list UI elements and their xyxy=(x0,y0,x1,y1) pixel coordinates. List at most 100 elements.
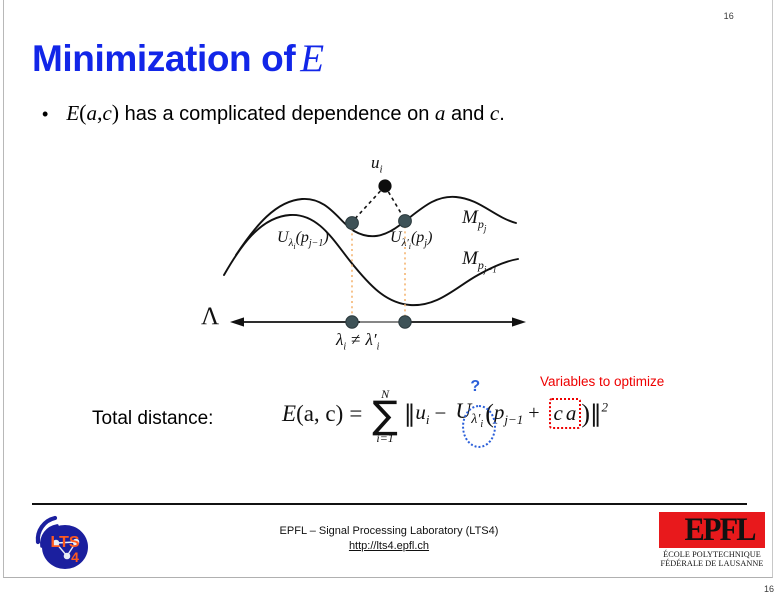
label-u-i-base: u xyxy=(371,153,380,172)
total-distance-equation: E(a, c) = N ∑ i=1 ‖ui − Uλ′i ? (pj−1 + c a)‖… xyxy=(282,378,609,448)
label-manifold-upper-M: M xyxy=(462,207,478,228)
slide-canvas: 16 Minimization of E • E(a,c) has a compl… xyxy=(3,0,773,578)
eq-norm-open: ‖ xyxy=(403,400,416,427)
point-U-lambda-i xyxy=(345,216,359,230)
label-lambda-prime-i-sub: i xyxy=(376,341,380,353)
eq-arg-p-base: p xyxy=(493,399,505,424)
epfl-wordmark: EPFL xyxy=(684,512,756,548)
eq-norm-close: ‖ xyxy=(590,400,602,427)
lts4-logo-digit: 4 xyxy=(71,549,79,565)
bullet-item: • E(a,c) has a complicated dependence on… xyxy=(42,100,505,126)
label-chart-right-sub: λ′ xyxy=(401,237,409,250)
point-u-i xyxy=(378,179,392,193)
eq-term-U: Uλ′i ? xyxy=(455,378,497,448)
annotation-variables-to-optimize: Variables to optimize xyxy=(540,374,665,389)
epfl-logo: EPFL ÉCOLE POLYTECHNIQUE FÉDÉRALE DE LAU… xyxy=(659,512,765,570)
label-lambda-prime-i: λ′ xyxy=(365,330,377,349)
manifold-diagram: ui Mpj Mpj−1 Uλi(pj−1) Uλ′i(pj) Λ λi ≠ λ′i xyxy=(194,153,594,355)
eq-term-u-base: u xyxy=(415,399,426,424)
bullet-text: E(a,c) has a complicated dependence on a… xyxy=(66,100,504,126)
label-manifold-lower-sub: p xyxy=(477,257,484,272)
label-chart-left-subsub: i xyxy=(293,242,296,252)
eq-sum-symbol: ∑ xyxy=(372,393,398,437)
epfl-subtitle-line2: FÉDÉRALE DE LAUSANNE xyxy=(660,559,764,568)
math-comma: , xyxy=(96,100,103,125)
label-chart-right-U: U xyxy=(390,229,402,246)
label-chart-right-arg: (p xyxy=(410,229,425,246)
axis-arrow-left xyxy=(230,317,244,327)
label-chart-left-argsub: j−1 xyxy=(308,238,324,250)
lts4-logo: LTS 4 xyxy=(28,512,96,574)
eq-term-u-sub: i xyxy=(425,412,430,428)
eq-sum-lower-limit: i=1 xyxy=(376,430,394,445)
epfl-red-band xyxy=(659,512,765,548)
page-title: Minimization of E xyxy=(32,36,324,81)
label-manifold-lower-M: M xyxy=(462,248,478,269)
eq-plus: + xyxy=(528,402,540,425)
label-chart-left-arg: (p xyxy=(295,229,309,246)
footer-line-1: EPFL – Signal Processing Laboratory (LTS… xyxy=(279,525,499,537)
bullet-text-and: and xyxy=(445,103,490,125)
label-axis-Lambda-glyph: Λ xyxy=(201,303,220,330)
math-var-c: c xyxy=(489,101,500,125)
label-chart-right: Uλ′i(pj) xyxy=(390,229,432,251)
math-var-a: a xyxy=(434,101,446,125)
math-a: a xyxy=(86,101,97,125)
eq-arg-p-sub: j−1 xyxy=(504,412,524,428)
lts4-logo-svg: LTS 4 xyxy=(35,515,88,569)
label-manifold-upper-sub: p xyxy=(477,216,484,231)
math-c: c xyxy=(102,101,112,125)
manifold-curve-upper xyxy=(235,195,517,256)
eq-lhs-E: E xyxy=(282,400,297,426)
math-paren-close: ) xyxy=(111,100,120,125)
label-u-i: ui xyxy=(371,153,383,175)
page-title-math-E: E xyxy=(300,37,324,80)
label-chart-left-argclose: ) xyxy=(323,229,329,246)
diagram-svg xyxy=(223,179,526,329)
label-chart-right-subsub: i xyxy=(408,242,411,252)
eq-sum-upper-limit: N xyxy=(381,387,390,401)
label-lambda-i-sub: i xyxy=(343,341,347,353)
label-u-i-sub: i xyxy=(379,163,383,176)
page-title-text: Minimization of xyxy=(32,38,296,79)
label-neq: ≠ xyxy=(351,330,361,349)
highlight-ellipse-lambda xyxy=(462,404,497,448)
eq-exponent: 2 xyxy=(601,399,609,415)
label-axis-Lambda: Λ xyxy=(201,303,219,331)
question-mark-annotation: ? xyxy=(470,377,481,395)
label-chart-left-sub: λ xyxy=(288,237,294,250)
bullet-marker: • xyxy=(42,104,49,124)
label-manifold-lower: Mpj−1 xyxy=(462,248,497,274)
label-manifold-upper-subsub: j xyxy=(483,223,487,234)
label-chart-left-U: U xyxy=(277,229,289,246)
eq-arg-p: pj−1 xyxy=(494,400,523,428)
math-paren-open: ( xyxy=(79,100,87,125)
label-manifold-upper: Mpj xyxy=(462,207,486,233)
point-U-lambda-prime-i xyxy=(398,214,412,228)
eq-term-u: ui xyxy=(415,400,429,428)
bullet-text-end: . xyxy=(499,103,505,125)
eq-lhs: E(a, c) xyxy=(282,401,343,427)
eq-minus: − xyxy=(434,401,447,426)
distance-dashed-left xyxy=(351,185,386,223)
manifold-curve-lower xyxy=(223,214,519,306)
eq-lhs-args: (a, c) xyxy=(296,400,344,426)
bullet-text-mid: has a complicated dependence on xyxy=(119,103,435,125)
eq-equals: = xyxy=(349,400,363,426)
footer-link[interactable]: http://lts4.epfl.ch xyxy=(348,540,430,552)
axis-arrow-right xyxy=(512,317,526,327)
axis-node-lambda-prime-i xyxy=(398,315,412,329)
label-chart-right-argclose: ) xyxy=(427,229,433,246)
eq-arg-c: c xyxy=(553,401,563,426)
label-axis-ticks: λi ≠ λ′i xyxy=(336,330,379,352)
lts4-logo-text: LTS xyxy=(50,534,79,551)
eq-arg-a: a xyxy=(565,401,577,426)
page-number-top: 16 xyxy=(723,11,734,21)
epfl-subtitle-line1: ÉCOLE POLYTECHNIQUE xyxy=(663,550,761,559)
label-manifold-lower-subsub: j−1 xyxy=(483,264,497,275)
label-lambda-i: λ xyxy=(336,330,344,349)
label-chart-left: Uλi(pj−1) xyxy=(277,229,329,251)
eq-arg-close: ) xyxy=(581,398,591,428)
equation-caption: Total distance: xyxy=(92,408,214,429)
